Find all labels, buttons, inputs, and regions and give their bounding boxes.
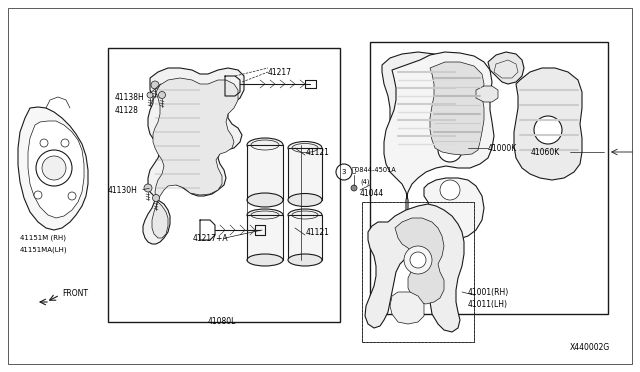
Ellipse shape [288, 141, 322, 154]
Circle shape [438, 138, 462, 162]
Text: X440002G: X440002G [570, 343, 611, 353]
Bar [247, 145, 283, 200]
Text: 41060K: 41060K [531, 148, 560, 157]
Circle shape [534, 116, 562, 144]
Circle shape [68, 192, 76, 200]
Polygon shape [488, 52, 524, 84]
Circle shape [410, 252, 426, 268]
Circle shape [40, 139, 48, 147]
Circle shape [404, 246, 432, 274]
Circle shape [61, 139, 69, 147]
Ellipse shape [288, 193, 322, 206]
Circle shape [440, 180, 460, 200]
Ellipse shape [247, 254, 283, 266]
Polygon shape [18, 107, 88, 230]
Circle shape [147, 92, 153, 98]
Text: 41217+A: 41217+A [193, 234, 228, 243]
Polygon shape [476, 86, 498, 102]
Bar [108, 48, 340, 322]
Ellipse shape [288, 254, 322, 266]
Text: 41001(RH): 41001(RH) [468, 288, 509, 296]
Text: 41138H: 41138H [115, 93, 145, 102]
Circle shape [159, 92, 166, 99]
Text: 41130H: 41130H [108, 186, 138, 195]
Polygon shape [152, 78, 238, 238]
Text: 41121: 41121 [306, 148, 330, 157]
Ellipse shape [247, 138, 283, 152]
Bar [370, 42, 608, 314]
Text: 41080L: 41080L [208, 317, 236, 327]
Polygon shape [28, 121, 84, 218]
Text: 41011(LH): 41011(LH) [468, 299, 508, 308]
Circle shape [351, 185, 357, 191]
Bar [362, 202, 474, 342]
Circle shape [36, 150, 72, 186]
Polygon shape [430, 62, 484, 155]
Circle shape [34, 191, 42, 199]
Text: 41151MA(LH): 41151MA(LH) [20, 247, 68, 253]
Circle shape [144, 184, 152, 192]
Polygon shape [514, 68, 582, 180]
Polygon shape [382, 52, 466, 164]
Text: 3: 3 [342, 169, 346, 175]
Text: 41128: 41128 [115, 106, 139, 115]
Text: 41217: 41217 [268, 67, 292, 77]
Text: FRONT: FRONT [62, 289, 88, 298]
Circle shape [151, 81, 159, 89]
Ellipse shape [288, 209, 322, 221]
Bar [288, 215, 322, 260]
Text: 41044: 41044 [360, 189, 384, 198]
Ellipse shape [247, 193, 283, 207]
Polygon shape [395, 218, 444, 304]
Text: 41121: 41121 [306, 228, 330, 237]
Polygon shape [143, 68, 244, 244]
Circle shape [42, 156, 66, 180]
Bar [288, 148, 322, 200]
Ellipse shape [247, 209, 283, 221]
Bar [247, 215, 283, 260]
Polygon shape [365, 204, 464, 332]
Circle shape [152, 195, 159, 202]
Text: (4): (4) [360, 179, 369, 185]
Text: ␸0844-4501A: ␸0844-4501A [352, 167, 397, 173]
Polygon shape [390, 292, 424, 324]
Text: 41000K: 41000K [488, 144, 517, 153]
Bar [362, 202, 474, 342]
Circle shape [336, 164, 352, 180]
Polygon shape [384, 52, 494, 240]
Text: 41151M (RH): 41151M (RH) [20, 235, 66, 241]
